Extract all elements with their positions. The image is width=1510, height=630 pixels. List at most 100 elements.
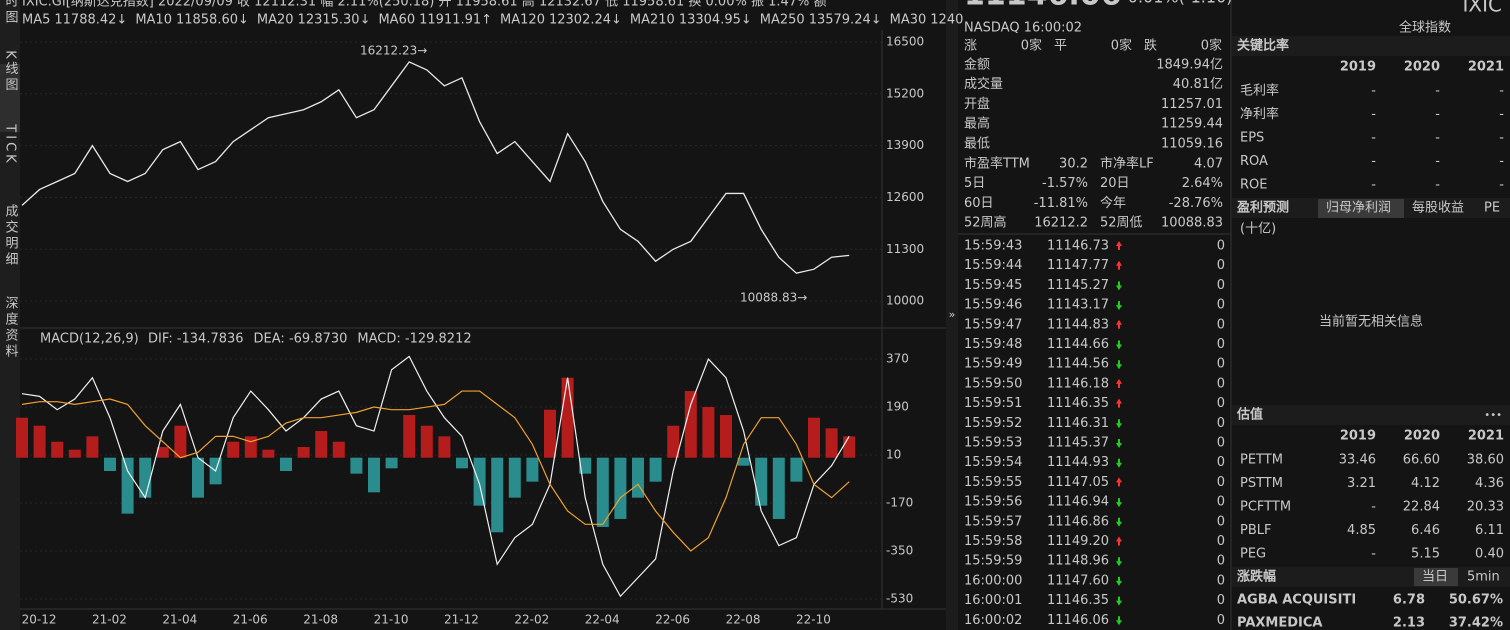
breadth-label: 跌 (1144, 38, 1157, 54)
macd-bar (51, 441, 64, 458)
tick-arrow (1116, 477, 1122, 487)
stock-name[interactable]: AGBA ACQUISITI (1237, 593, 1356, 608)
y-tick-label: 10000 (886, 294, 924, 308)
macd-bar (473, 457, 486, 506)
tick-time: 15:59:43 (964, 239, 1022, 254)
forecast-tab[interactable]: 归母净利润 (1326, 201, 1391, 216)
macd-bar (350, 457, 363, 474)
y-tick-label: 13900 (886, 138, 924, 152)
side-tab-char[interactable]: K线图 (3, 50, 19, 94)
ratio-value: - (1435, 131, 1440, 146)
macd-bar (526, 457, 539, 482)
side-tab-char[interactable]: TICK (3, 123, 18, 165)
active-tab[interactable] (1318, 199, 1404, 218)
splitter[interactable] (946, 0, 958, 630)
side-tab-char[interactable]: 分时图 (3, 0, 19, 26)
year: 2019 (1340, 429, 1376, 444)
tick-price: 11147.77 (1047, 258, 1109, 273)
tick-arrow (1116, 360, 1122, 370)
dea-line (21, 390, 850, 552)
tick-arrow (1116, 340, 1122, 350)
ratio-label: ROA (1240, 154, 1268, 169)
movers-tab[interactable]: 5min (1467, 570, 1500, 585)
macd-bar (579, 457, 592, 474)
valuation-value: 5.15 (1411, 547, 1440, 562)
valuation-value: 66.60 (1403, 453, 1440, 468)
x-tick-label: 21-04 (162, 613, 197, 627)
tick-time: 16:00:02 (964, 613, 1022, 628)
ma-label: MA60 (378, 13, 415, 28)
active-tab[interactable] (1414, 568, 1458, 586)
ma-value: 1240 (930, 13, 963, 28)
tick-arrow (1116, 616, 1122, 626)
stat-label: 成交量 (964, 76, 1003, 92)
change: -0.01%(-1.10) (1122, 0, 1232, 7)
tick-volume: 0 (1217, 337, 1225, 352)
side-tab-char[interactable]: 成交明细 (3, 204, 19, 268)
x-tick-label: 21-06 (233, 613, 268, 627)
y-tick-label: 12600 (886, 190, 924, 204)
ma-label: MA30 (890, 13, 927, 28)
legend-entry: DIF: -134.7836 (148, 332, 244, 347)
stat-label: 60日 (964, 196, 994, 211)
tick-volume: 0 (1217, 376, 1225, 391)
tick-time: 15:59:52 (964, 416, 1022, 431)
stock-change: 50.67% (1449, 593, 1503, 608)
macd-bar (244, 436, 257, 458)
ma-label: MA250 (760, 13, 805, 28)
x-tick-label: 22-06 (655, 613, 690, 627)
forecast-tab[interactable]: 每股收益 (1412, 200, 1464, 216)
more[interactable]: ••• (1484, 410, 1502, 421)
valuation-value: 6.46 (1411, 523, 1440, 538)
tick-arrow (1116, 419, 1122, 429)
ma-label: MA5 (22, 13, 50, 28)
side-tab-char[interactable]: 深度资料 (3, 296, 19, 360)
macd-bar (68, 449, 81, 458)
tick-time: 15:59:53 (964, 436, 1022, 451)
macd-bar (403, 415, 416, 458)
valuation-label: PSTTM (1240, 476, 1283, 491)
tick-volume: 0 (1217, 317, 1225, 332)
stock-name[interactable]: PAXMEDICA (1237, 616, 1322, 630)
x-tick-label: 21-08 (303, 613, 338, 627)
ratio-value: - (1435, 84, 1440, 99)
stat-value: 11259.44 (1161, 117, 1223, 132)
stat-value: 4.07 (1194, 157, 1223, 172)
valuation-value: 0.40 (1475, 547, 1504, 562)
y-tick-label: 15200 (886, 86, 924, 100)
macd-bar (755, 457, 768, 506)
macd-bar (438, 436, 451, 458)
tick-volume: 0 (1217, 593, 1225, 608)
y-tick-label: -530 (886, 591, 913, 605)
macd-bar (121, 457, 134, 514)
tick-arrow (1116, 301, 1122, 311)
macd-bar (649, 457, 662, 482)
macd-bar (544, 409, 556, 458)
year: 2021 (1468, 429, 1504, 444)
macd-bar (104, 457, 116, 472)
section-title: 估值 (1236, 407, 1263, 423)
year: 2019 (1340, 60, 1376, 75)
x-tick-label: 22-02 (514, 613, 549, 627)
tick-price: 11146.31 (1047, 416, 1109, 431)
movers-tab[interactable]: 当日 (1422, 570, 1448, 585)
valuation-value: 4.85 (1347, 523, 1376, 538)
breadth-label: 涨 (964, 39, 977, 54)
tick-volume: 0 (1217, 534, 1225, 549)
tick-arrow (1116, 517, 1122, 527)
macd-bar (368, 457, 380, 493)
valuation-value: 33.46 (1339, 453, 1376, 468)
tick-volume: 0 (1217, 554, 1225, 569)
macd-bar (156, 447, 169, 458)
tick-volume: 0 (1217, 573, 1225, 588)
tick-volume: 0 (1217, 455, 1225, 470)
global-index[interactable]: 全球指数 (1399, 20, 1451, 36)
forecast-tab[interactable]: PE (1484, 201, 1500, 216)
ratio-value: - (1499, 178, 1504, 193)
tick-time: 16:00:00 (964, 573, 1022, 588)
macd-bar (280, 457, 292, 472)
ratio-value: - (1435, 178, 1440, 193)
tick-volume: 0 (1217, 514, 1225, 529)
y-tick-label: -170 (886, 495, 913, 509)
